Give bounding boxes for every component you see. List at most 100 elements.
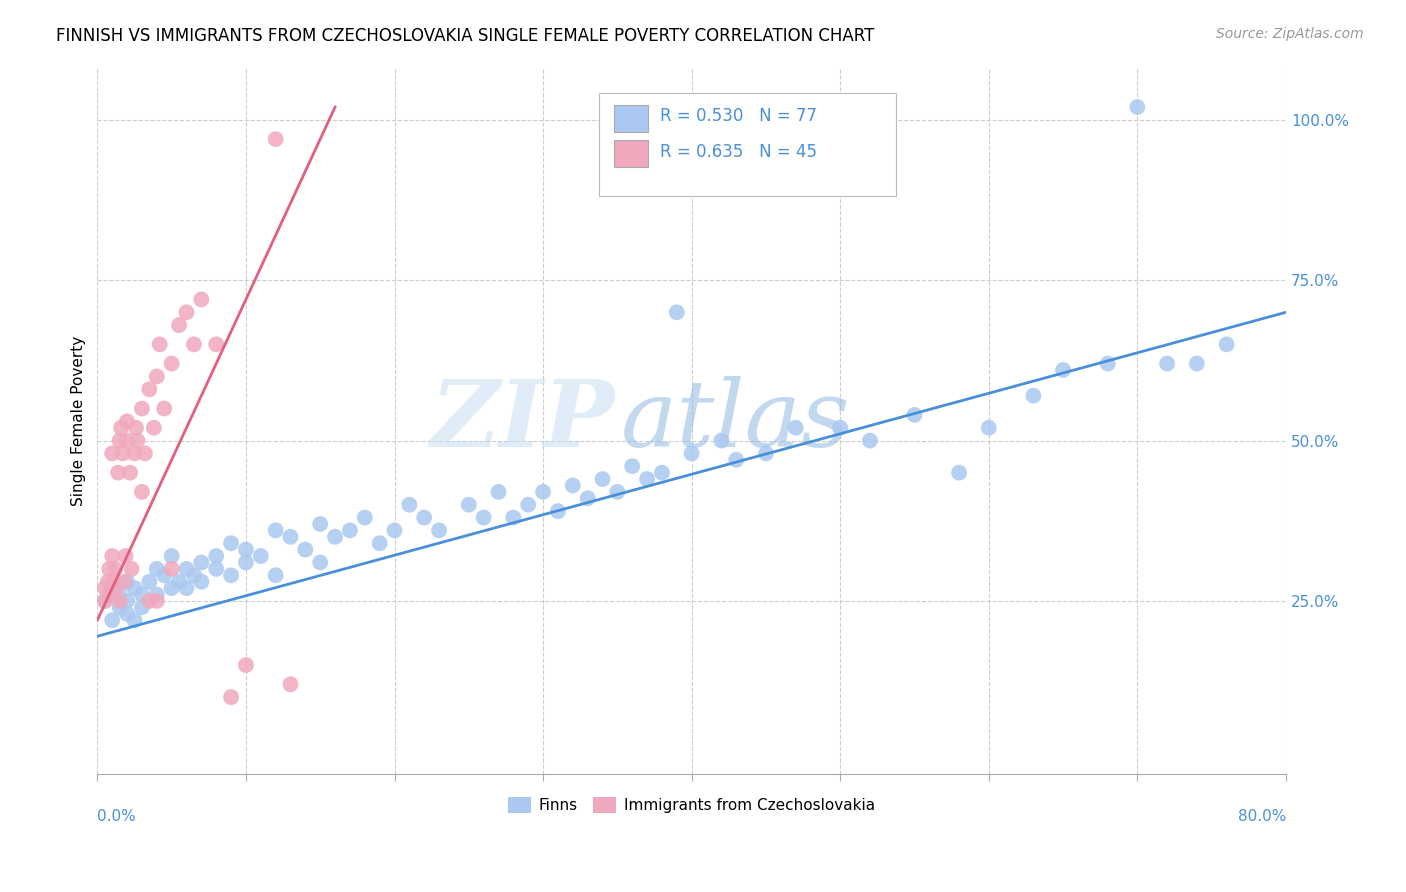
Point (353, 510, 375, 524)
FancyBboxPatch shape (599, 94, 896, 195)
Point (339, 524, 361, 538)
Point (104, 562, 127, 576)
Text: R = 0.635   N = 45: R = 0.635 N = 45 (659, 143, 817, 161)
Point (142, 421, 165, 435)
Point (94, 594, 117, 608)
Point (859, 434, 882, 448)
Point (368, 536, 391, 550)
Point (725, 452, 748, 467)
Text: 0.0%: 0.0% (97, 809, 136, 824)
Point (149, 337, 172, 351)
Point (531, 484, 554, 499)
Point (124, 446, 146, 460)
Point (115, 434, 138, 448)
Point (235, 658, 257, 673)
Point (131, 484, 153, 499)
Point (97, 574, 120, 589)
Point (115, 594, 138, 608)
Point (138, 574, 160, 589)
Point (183, 568, 205, 582)
Point (249, 549, 271, 563)
Text: 80.0%: 80.0% (1237, 809, 1286, 824)
Point (948, 466, 970, 480)
Point (101, 549, 124, 563)
Point (323, 530, 346, 544)
Point (138, 594, 160, 608)
Point (167, 574, 190, 589)
Point (1156, 357, 1178, 371)
Point (115, 574, 138, 589)
Point (131, 600, 153, 615)
Point (125, 421, 148, 435)
Point (606, 484, 628, 499)
Point (547, 504, 569, 518)
Point (785, 421, 807, 435)
Point (205, 562, 228, 576)
Point (112, 574, 135, 589)
Point (1097, 357, 1119, 371)
Point (146, 588, 169, 602)
Point (160, 581, 183, 595)
Point (124, 581, 146, 595)
Point (101, 574, 124, 589)
Point (710, 434, 733, 448)
Point (651, 466, 673, 480)
Point (561, 478, 583, 492)
Point (108, 600, 131, 615)
Point (101, 446, 124, 460)
Point (94, 581, 117, 595)
Point (413, 510, 436, 524)
Text: Source: ZipAtlas.com: Source: ZipAtlas.com (1216, 27, 1364, 41)
Point (576, 491, 599, 506)
Point (280, 530, 302, 544)
Point (977, 421, 1000, 435)
Point (176, 581, 198, 595)
Point (264, 524, 287, 538)
Point (176, 305, 198, 319)
Point (219, 568, 242, 582)
FancyBboxPatch shape (614, 105, 648, 132)
Point (427, 524, 450, 538)
Point (153, 568, 176, 582)
Point (160, 549, 183, 563)
Point (294, 542, 316, 557)
Point (636, 472, 658, 486)
Point (472, 510, 495, 524)
Point (1215, 337, 1237, 351)
Point (153, 401, 176, 416)
Text: atlas: atlas (620, 376, 849, 467)
Point (517, 498, 540, 512)
Point (681, 446, 703, 460)
Point (502, 510, 524, 524)
Point (309, 516, 332, 531)
Point (183, 337, 205, 351)
Point (205, 337, 228, 351)
Point (146, 594, 169, 608)
Point (138, 382, 160, 396)
Point (903, 408, 925, 422)
Point (176, 562, 198, 576)
FancyBboxPatch shape (614, 141, 648, 168)
Point (124, 613, 146, 627)
Point (1126, 100, 1149, 114)
Point (190, 574, 212, 589)
Point (121, 562, 143, 576)
Legend: Finns, Immigrants from Czechoslovakia: Finns, Immigrants from Czechoslovakia (502, 791, 882, 820)
Point (104, 581, 127, 595)
Point (235, 556, 257, 570)
Text: FINNISH VS IMMIGRANTS FROM CZECHOSLOVAKIA SINGLE FEMALE POVERTY CORRELATION CHAR: FINNISH VS IMMIGRANTS FROM CZECHOSLOVAKI… (56, 27, 875, 45)
Point (115, 607, 138, 621)
Point (127, 434, 149, 448)
Point (146, 562, 169, 576)
Point (621, 459, 644, 474)
Point (398, 498, 420, 512)
Point (235, 542, 257, 557)
Point (264, 132, 287, 146)
Point (160, 562, 183, 576)
Point (1185, 357, 1208, 371)
Point (190, 293, 212, 307)
Point (107, 466, 129, 480)
Y-axis label: Single Female Poverty: Single Female Poverty (72, 336, 86, 507)
Point (1022, 389, 1045, 403)
Point (110, 421, 132, 435)
